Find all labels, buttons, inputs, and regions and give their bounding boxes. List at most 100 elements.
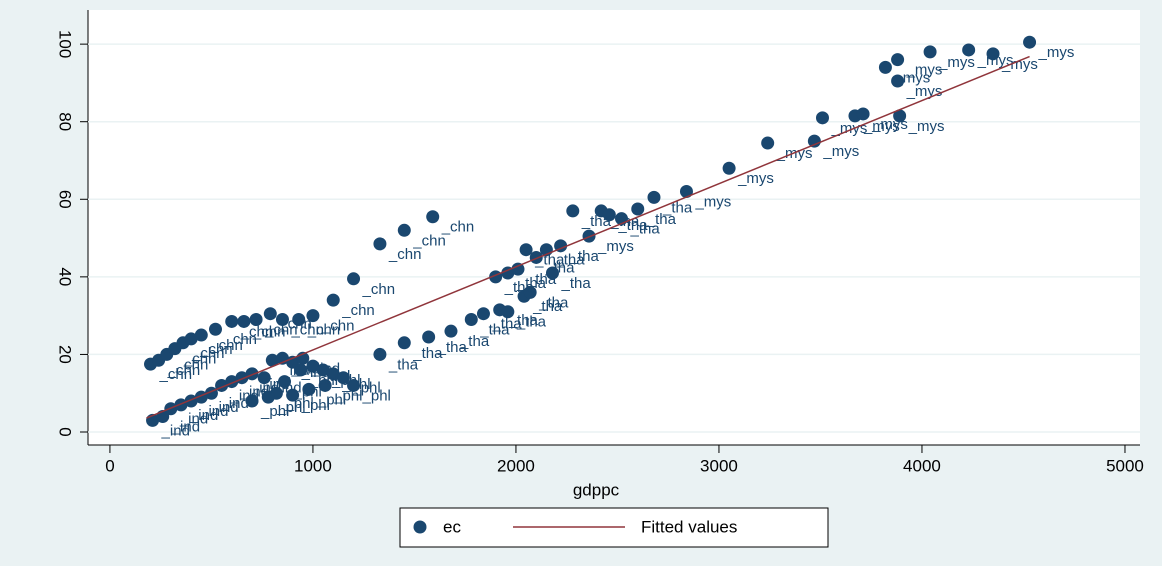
point	[511, 262, 525, 276]
point	[602, 208, 616, 222]
point-label: _phl	[317, 391, 346, 408]
point	[347, 272, 361, 286]
point-label: _ind	[171, 418, 200, 435]
point-label: _chn	[167, 362, 201, 379]
point	[326, 293, 340, 307]
point-label: _mys	[830, 120, 867, 137]
point	[306, 309, 320, 323]
point-label: _chn	[175, 356, 209, 373]
point-label: _ind	[179, 411, 208, 428]
y-tick-label: 80	[56, 112, 75, 131]
point	[722, 161, 736, 175]
point	[647, 190, 661, 204]
point	[631, 202, 645, 216]
point-label: _phl	[301, 397, 330, 414]
point	[444, 324, 458, 338]
legend-label: ec	[443, 517, 461, 536]
point	[184, 332, 198, 346]
point	[316, 363, 330, 377]
point	[397, 223, 411, 237]
point	[476, 307, 490, 321]
x-tick-label: 5000	[1106, 456, 1144, 475]
point-label: _tha	[388, 356, 419, 373]
point-label: _mys	[1001, 56, 1038, 73]
point-label: _tha	[459, 333, 490, 350]
point-label: _mys	[906, 62, 943, 79]
point	[815, 111, 829, 125]
point-label: _phl	[260, 403, 289, 420]
point	[679, 185, 693, 199]
point-label: _chn	[441, 219, 475, 236]
point-label: _phl	[333, 387, 362, 404]
point	[501, 266, 515, 280]
point	[545, 266, 559, 280]
point-label: _tha	[630, 221, 661, 238]
y-tick-label: 0	[56, 427, 75, 436]
point	[856, 107, 870, 121]
point	[294, 363, 308, 377]
point	[174, 398, 188, 412]
point-label: _ind	[240, 384, 269, 401]
point-label: _tha	[516, 275, 547, 292]
point	[249, 313, 263, 327]
point-label: _tha	[538, 294, 569, 311]
point	[891, 74, 905, 88]
point-label: _tha	[412, 345, 443, 362]
point-label: _mys	[822, 143, 859, 160]
point	[302, 382, 316, 396]
point	[373, 237, 387, 251]
y-tick-label: 40	[56, 267, 75, 286]
point	[464, 313, 478, 327]
point-label: _phl	[276, 399, 305, 416]
x-tick-label: 3000	[700, 456, 738, 475]
point-label: _mys	[597, 238, 634, 255]
point-label: _tha	[437, 339, 468, 356]
point-label: _chn	[412, 232, 446, 249]
point-label: _phl	[293, 384, 322, 401]
point-label: _chn	[223, 331, 257, 348]
point	[986, 47, 1000, 61]
point-label: _chn	[341, 302, 375, 319]
point-label: _chn	[240, 323, 274, 340]
point	[397, 336, 411, 350]
point	[275, 313, 289, 327]
point-label: _chn	[252, 323, 286, 340]
point	[278, 375, 292, 389]
point	[962, 43, 976, 57]
fit-line	[146, 55, 1030, 419]
x-axis-label: gdppc	[573, 480, 620, 499]
point	[761, 136, 775, 150]
x-tick-label: 4000	[903, 456, 941, 475]
point	[891, 53, 905, 67]
point	[519, 243, 533, 257]
point	[265, 353, 279, 367]
point	[286, 388, 300, 402]
point-label: _mys	[938, 54, 975, 71]
point-label: _tha	[662, 199, 693, 216]
y-tick-label: 20	[56, 345, 75, 364]
point-label: _phl	[362, 387, 391, 404]
point	[257, 371, 271, 385]
point	[208, 322, 222, 336]
point-label: _phl	[309, 372, 338, 389]
legend-label: Fitted values	[641, 517, 737, 536]
point-label: _tha	[516, 314, 547, 331]
point	[422, 330, 436, 344]
point-label: _tha	[504, 279, 535, 296]
x-tick-label: 0	[105, 456, 114, 475]
point	[347, 378, 361, 392]
point	[1023, 35, 1037, 49]
point-label: _mys	[1038, 44, 1075, 61]
point	[306, 359, 320, 373]
point-label: _ind	[161, 422, 190, 439]
x-tick-label: 1000	[294, 456, 332, 475]
legend-marker	[413, 520, 427, 534]
x-tick-label: 2000	[497, 456, 535, 475]
point	[878, 60, 892, 74]
point-label: _tha	[491, 316, 522, 333]
point	[373, 347, 387, 361]
point	[501, 305, 515, 319]
point-label: _tha	[532, 298, 563, 315]
